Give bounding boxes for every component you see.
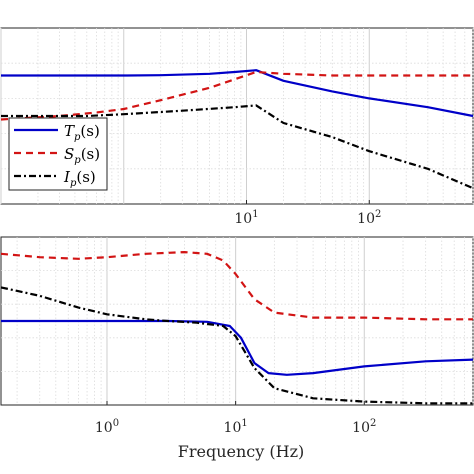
top-grid [0,28,474,204]
x-tick-label-2: 102 [352,418,376,436]
x-tick-label-1: 101 [224,418,248,436]
x-tick-label-0: 101 [234,209,258,227]
series-line-2 [0,286,473,405]
x-tick-label-0: 100 [95,418,119,436]
top-series [0,69,474,190]
series-line-1 [0,70,473,121]
series-line-0 [1,319,474,376]
bottom-panel: 100 101 102 Frequency (Hz) [0,236,474,461]
top-panel: 101 102 Tp(s) Sp(s) Ip(s) [0,27,474,227]
series-line-2 [1,104,474,190]
legend-label-sp: Sp(s) [64,145,100,166]
legend: Tp(s) Sp(s) Ip(s) [8,117,108,191]
x-axis-label: Frequency (Hz) [178,442,305,461]
legend-label-ip: Ip(s) [63,168,96,189]
bottom-series [0,251,474,405]
legend-label-tp: Tp(s) [64,122,100,143]
x-tick-label-1: 102 [357,209,381,227]
top-x-ticks: 101 102 [234,200,381,227]
series-line-0 [1,69,474,118]
series-line-1 [0,251,473,321]
bottom-x-ticks: 100 101 102 [95,401,376,436]
